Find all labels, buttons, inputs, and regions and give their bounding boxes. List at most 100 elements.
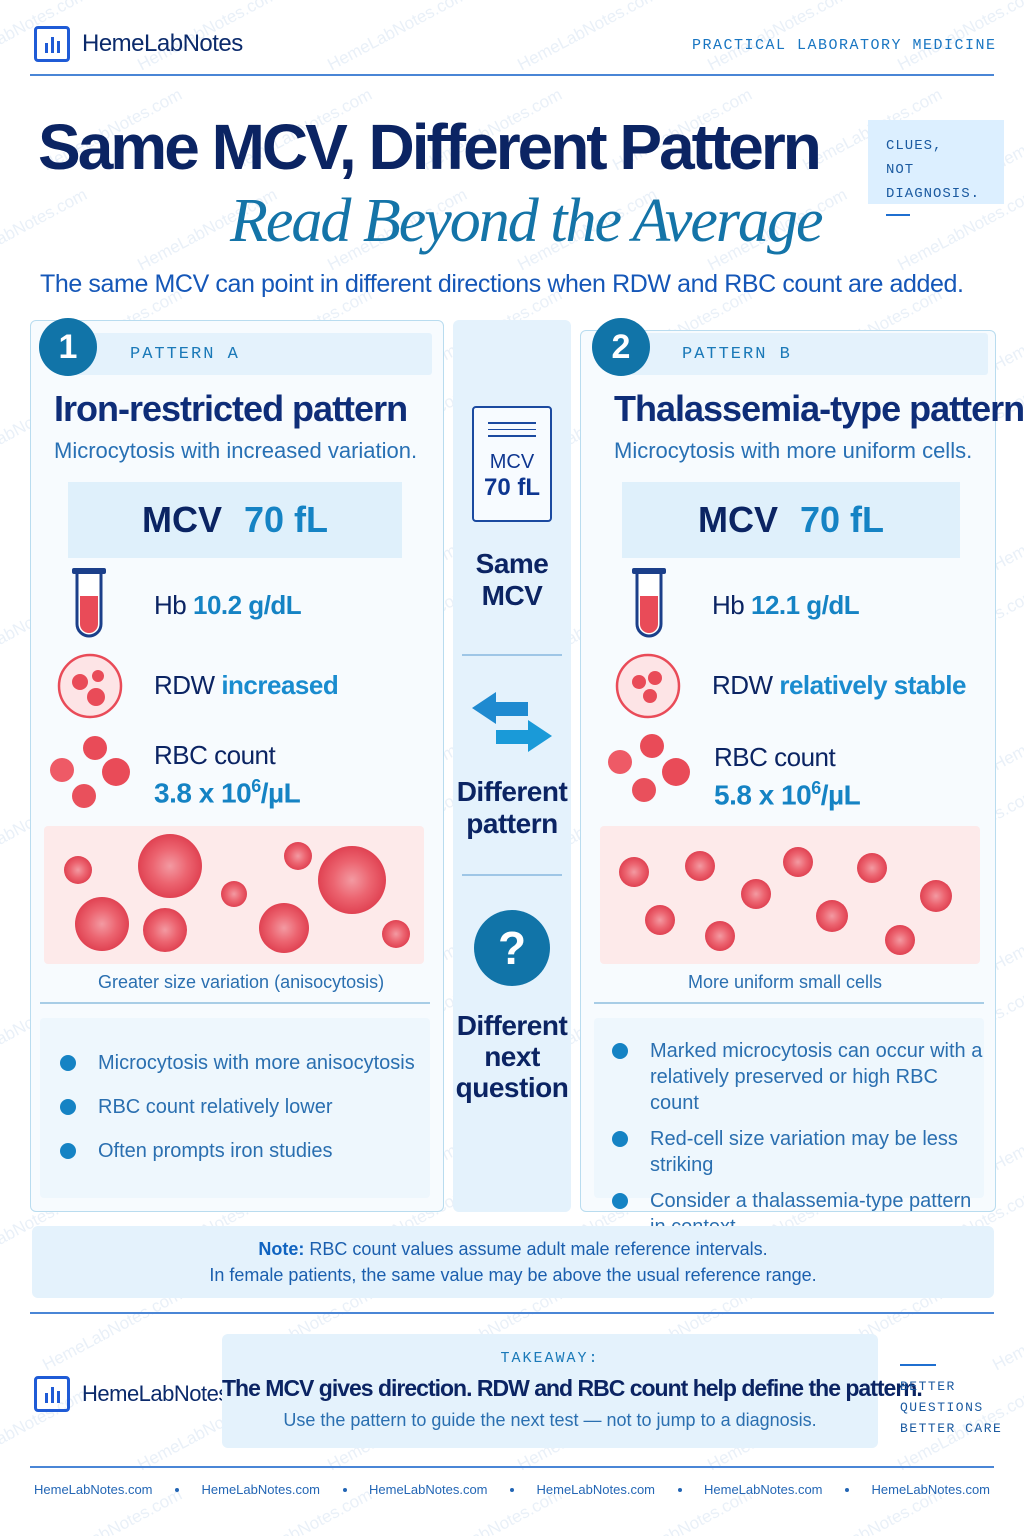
pattern-b-rbc-label: RBC count <box>714 742 836 772</box>
note-line-2: In female patients, the same value may b… <box>209 1265 817 1285</box>
hb-value: 12.1 g/dL <box>750 590 860 620</box>
pattern-a-title: Iron-restricted pattern <box>54 388 408 429</box>
rbc-exponent: 6 <box>811 778 821 798</box>
takeaway-sub: Use the pattern to guide the next test —… <box>283 1410 817 1430</box>
rbc-value: 5.8 x 10 <box>714 779 812 811</box>
separator-dot <box>845 1487 849 1492</box>
hb-label: Hb <box>154 590 187 620</box>
watermark-text: HemeLabNotes.com <box>989 1484 1024 1536</box>
footer-link[interactable]: HemeLabNotes.com <box>369 1482 488 1497</box>
same-mcv-label: Same MCV <box>453 548 571 612</box>
rdw-label: RDW <box>712 670 773 700</box>
bullet-text: Microcytosis with more anisocytosis <box>98 1052 415 1074</box>
pattern-b-hb: Hb 12.1 g/dL <box>712 590 860 621</box>
red-cells-icon <box>608 734 690 802</box>
tagline-line-3: BETTER CARE <box>900 1421 1003 1436</box>
pattern-a-rbc-value: 3.8 x 106/µL <box>154 776 301 809</box>
pattern-b-bullets: Marked microcytosis can occur with a rela… <box>594 1018 984 1238</box>
center-divider-1 <box>462 654 562 656</box>
list-item: Often prompts iron studies <box>60 1138 430 1164</box>
rbc-value: 3.8 x 10 <box>154 777 252 809</box>
rbc-exponent: 6 <box>251 776 261 796</box>
footer-link[interactable]: HemeLabNotes.com <box>704 1482 823 1497</box>
tagline-line-2: QUESTIONS <box>900 1400 984 1415</box>
brand-logo[interactable]: HemeLabNotes <box>34 26 243 62</box>
pattern-a-tag: PATTERN A <box>68 333 432 375</box>
pattern-a-number-badge: 1 <box>39 318 97 376</box>
brand-name: HemeLabNotes <box>82 30 243 57</box>
pattern-b-rdw: RDW relatively stable <box>712 670 966 701</box>
bullet-dot <box>612 1043 628 1059</box>
red-cells-icon <box>50 736 130 808</box>
watermark-text: HemeLabNotes.com <box>0 184 91 275</box>
clues-line-2: NOT DIAGNOSIS. <box>886 162 981 202</box>
bullet-dot <box>60 1099 76 1115</box>
test-tube-icon <box>72 568 106 638</box>
reference-note: Note: RBC count values assume adult male… <box>32 1226 994 1298</box>
rbc-unit: /µL <box>820 779 861 811</box>
page-subtitle: Read Beyond the Average <box>230 187 824 255</box>
takeaway-label: TAKEAWAY: <box>500 1350 600 1367</box>
list-item: Microcytosis with more anisocytosis <box>60 1050 430 1076</box>
pattern-a-subtitle: Microcytosis with increased variation. <box>54 438 418 463</box>
bar-chart-icon <box>34 1376 70 1412</box>
bullet-dot <box>60 1143 76 1159</box>
separator-dot <box>175 1487 179 1492</box>
pattern-a-rdw: RDW increased <box>154 670 339 701</box>
same-mcv-line-1: Same <box>475 548 549 579</box>
footer-link[interactable]: HemeLabNotes.com <box>536 1482 656 1497</box>
pattern-a-divider <box>40 1002 430 1004</box>
pattern-b-smear <box>600 826 980 964</box>
bullet-line: Marked microcytosis can occur with a <box>650 1040 983 1062</box>
pattern-b-tag: PATTERN B <box>620 333 988 375</box>
rbc-unit: /µL <box>260 777 301 809</box>
pattern-a-rbc-label: RBC count <box>154 740 276 770</box>
pattern-a-mcv-box: MCV 70 fL <box>68 482 402 558</box>
same-mcv-line-2: MCV <box>481 580 543 611</box>
mcv-value: 70 fL <box>243 499 329 540</box>
report-card-icon: MCV 70 fL <box>472 406 552 522</box>
pattern-b-title: Thalassemia-type pattern <box>614 388 1024 429</box>
list-item: Marked microcytosis can occur with a rela… <box>612 1038 984 1116</box>
rdw-value: relatively stable <box>779 670 966 700</box>
cell-variation-icon <box>57 653 123 719</box>
different-pattern-line-1: Different <box>456 776 568 807</box>
question-icon: ? <box>474 910 550 986</box>
bullet-text: RBC count relatively lower <box>98 1096 333 1118</box>
pattern-b-number-badge: 2 <box>592 318 650 376</box>
pattern-a-hb: Hb 10.2 g/dL <box>154 590 302 621</box>
pattern-b-caption: More uniform small cells <box>688 972 883 992</box>
hb-value: 10.2 g/dL <box>192 590 302 620</box>
footer-link[interactable]: HemeLabNotes.com <box>201 1482 321 1497</box>
report-card-label: MCV <box>489 450 535 473</box>
test-tube-icon <box>632 568 666 638</box>
mcv-label: MCV <box>141 499 222 540</box>
next-question-line-2: next <box>484 1041 540 1072</box>
bullet-text: Often prompts iron studies <box>98 1140 333 1162</box>
watermark-text: HemeLabNotes.com <box>39 1284 186 1375</box>
mcv-label: MCV <box>697 499 778 540</box>
footer-link[interactable]: HemeLabNotes.com <box>871 1482 991 1497</box>
report-card-value: 70 fL <box>483 473 540 501</box>
pattern-b-divider <box>594 1002 984 1004</box>
bullet-dot <box>612 1193 628 1209</box>
center-divider-2 <box>462 874 562 876</box>
takeaway-main: The MCV gives direction. RDW and RBC cou… <box>222 1375 923 1401</box>
watermark-text: HemeLabNotes.com <box>989 1284 1024 1375</box>
page-title: Same MCV, Different Pattern <box>38 111 822 183</box>
rdw-label: RDW <box>154 670 215 700</box>
footer-brand-logo[interactable]: HemeLabNotes <box>34 1376 229 1412</box>
bullet-dot <box>612 1131 628 1147</box>
header-tag: PRACTICAL LABORATORY MEDICINE <box>692 37 997 54</box>
list-item: RBC count relatively lower <box>60 1094 430 1120</box>
header-rule <box>30 74 994 76</box>
watermark-text: HemeLabNotes.com <box>324 0 471 75</box>
footer-link[interactable]: HemeLabNotes.com <box>34 1482 153 1497</box>
divider-rule <box>30 1312 994 1314</box>
swap-arrows-icon <box>472 692 552 752</box>
different-next-question-label: Different next question <box>453 1010 571 1103</box>
tagline: BETTER QUESTIONS BETTER CARE <box>900 1364 1002 1439</box>
pattern-b-subtitle: Microcytosis with more uniform cells. <box>614 438 973 463</box>
mcv-value: 70 fL <box>799 499 885 540</box>
brand-name: HemeLabNotes <box>82 1381 229 1406</box>
